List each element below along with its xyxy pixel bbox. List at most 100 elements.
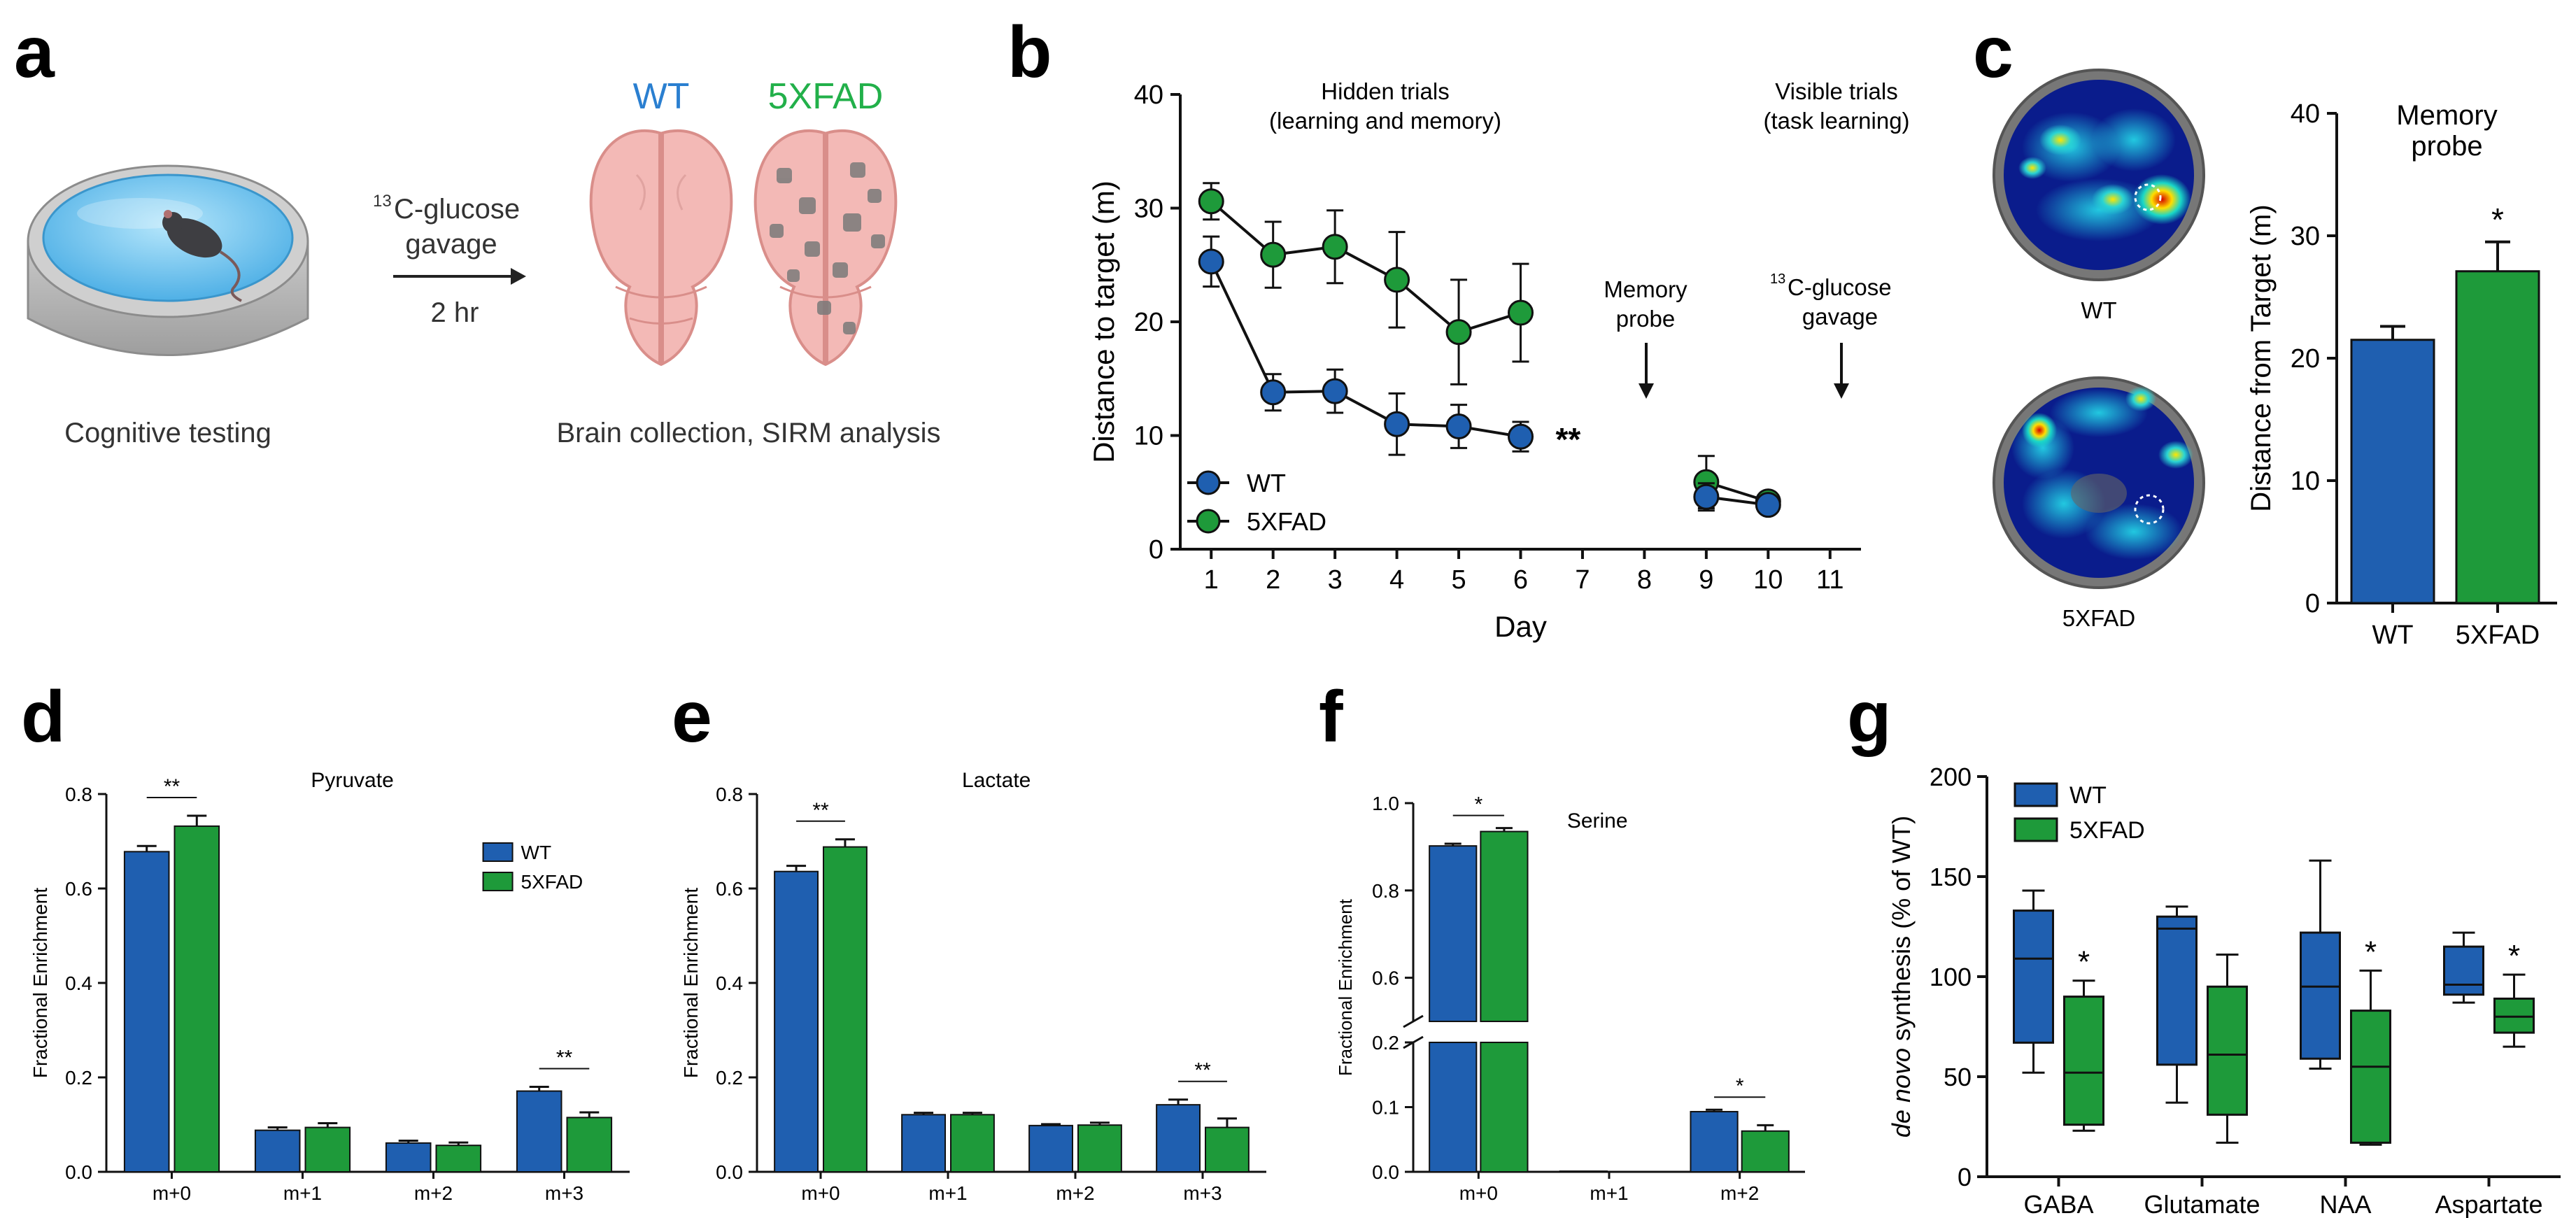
- x-tick-label: m+0: [801, 1182, 840, 1204]
- y-tick-label: 0.6: [65, 878, 92, 900]
- y-tick-label: 0: [2305, 589, 2320, 618]
- panel-f: f 0.6 0.8 1.0 0.0 0.1 0.2 Fractional Enrichmen…: [1319, 677, 1805, 1204]
- gavage-label-2: gavage: [1802, 304, 1878, 330]
- y-tick-label: 0.8: [1372, 880, 1399, 902]
- x-tick-label: WT: [2372, 621, 2413, 650]
- bar-wt-m+2: [1690, 1110, 1739, 1173]
- x-tick-label: 10: [1753, 565, 1783, 595]
- point-wt-day-2: [1260, 379, 1287, 406]
- box-wt-glutamate: [2156, 915, 2198, 1066]
- x-tick-label: 5XFAD: [2456, 621, 2540, 650]
- heatmap-wt-label: WT: [2081, 297, 2116, 323]
- y-tick-label: 0.0: [65, 1161, 92, 1183]
- significance-mark: *: [2508, 939, 2520, 973]
- brain-wt-icon: [589, 129, 733, 367]
- arrow-label-line1: C-glucose: [394, 194, 520, 225]
- y-axis-label: Fractional Enrichment: [29, 888, 51, 1079]
- point-wt-day-4: [1384, 411, 1410, 437]
- y-tick-label: 20: [2291, 344, 2320, 374]
- panel-a: a Cognitive testing 13 C-glucose gavage …: [14, 12, 941, 448]
- x-tick-label: m+1: [283, 1182, 322, 1204]
- panel-letter-f: f: [1319, 677, 1343, 758]
- y-tick-label: 40: [1134, 80, 1163, 110]
- brain-5xfad-icon: [753, 129, 898, 367]
- chart-title: Serine: [1567, 809, 1628, 833]
- bar-5xfad-m+0-lower: [1480, 1042, 1529, 1173]
- panel-e: e 0.0 0.2 0.4 0.6 0.8 Fractional Enrichment La…: [672, 677, 1266, 1204]
- x-tick-label: m+0: [1459, 1182, 1498, 1204]
- bar-wt-m+1: [254, 1129, 301, 1173]
- y-tick-label: 0.0: [716, 1161, 743, 1183]
- significance-mark: *: [2078, 945, 2090, 979]
- box-wt-naa: [2300, 931, 2341, 1060]
- gavage-sup: 13: [1770, 271, 1785, 287]
- point-wt-day-10: [1755, 492, 1781, 518]
- legend-marker: [1196, 470, 1221, 495]
- point-wt-day-5: [1445, 413, 1472, 439]
- x-tick-label: 9: [1699, 565, 1713, 595]
- pyruvate-bar-chart: 0.0 0.2 0.4 0.6 0.8 Fractional Enrichment Pyru…: [29, 769, 630, 1204]
- bar-wt-m+2: [385, 1142, 432, 1173]
- point-5xfad-day-6: [1508, 299, 1534, 326]
- x-tick-label: NAA: [2319, 1190, 2371, 1218]
- box-wt-aspartate: [2443, 945, 2484, 996]
- legend-label-wt: WT: [2069, 782, 2107, 809]
- bar-wt-m+1: [1559, 1170, 1608, 1173]
- y-tick-label: 30: [1134, 194, 1163, 224]
- point-wt-day-1: [1198, 248, 1224, 275]
- gavage-label-1: C-glucose: [1788, 274, 1892, 300]
- x-tick-label: 1: [1204, 565, 1219, 595]
- heatmap-5xfad-icon: [1993, 376, 2205, 589]
- x-tick-label: Glutamate: [2144, 1190, 2260, 1218]
- legend-swatch: [482, 872, 514, 891]
- panel-letter-a: a: [14, 12, 55, 93]
- y-axis-label: Distance to target (m): [1087, 180, 1120, 463]
- lactate-bar-chart: 0.0 0.2 0.4 0.6 0.8 Fractional Enrichment Lact…: [680, 769, 1266, 1204]
- box-5xfad-naa: [2350, 1010, 2391, 1144]
- chart-title-line1: Memory: [2396, 100, 2497, 131]
- legend-label-5xfad: 5XFAD: [2069, 817, 2145, 844]
- header-hidden-1: Hidden trials: [1321, 78, 1449, 104]
- axis-break-mark: [1403, 1014, 1424, 1028]
- x-tick-label: 8: [1637, 565, 1652, 595]
- y-tick-label: 0.8: [65, 784, 92, 805]
- point-wt-day-9: [1693, 483, 1720, 510]
- caption-brain-collection: Brain collection, SIRM analysis: [556, 418, 940, 448]
- arrow-time-label: 2 hr: [431, 297, 479, 328]
- memory-probe-bar-chart: 0 10 20 30 40 Distance from Target (m) Memoryp…: [2246, 99, 2557, 650]
- x-tick-label: Aspartate: [2435, 1190, 2542, 1218]
- y-tick-label: 40: [2291, 99, 2320, 129]
- bar-5xfad-m+1: [304, 1126, 351, 1173]
- bar-wt: [2350, 339, 2435, 604]
- bar-wt-m+0-lower: [1429, 1042, 1478, 1173]
- caption-cognitive-testing: Cognitive testing: [64, 418, 271, 448]
- bar-wt-m+0: [1429, 845, 1478, 1022]
- x-tick-label: 4: [1389, 565, 1404, 595]
- legend-label-5xfad: 5XFAD: [1247, 507, 1326, 536]
- y-tick-label: 0.8: [716, 784, 743, 805]
- box-5xfad-gaba: [2063, 996, 2104, 1126]
- x-tick-label: 7: [1575, 565, 1590, 595]
- y-axis-label: de novo synthesis (% of WT): [1887, 816, 1916, 1138]
- probe-arrow-icon: [1639, 343, 1654, 399]
- y-tick-label: 0.0: [1372, 1161, 1399, 1183]
- water-maze-dish-icon: [27, 164, 309, 356]
- line-5xfad: [1210, 200, 1522, 334]
- bar-5xfad-m+2: [1077, 1124, 1122, 1173]
- y-tick-label: 0.2: [716, 1067, 743, 1089]
- y-tick-label: 100: [1930, 963, 1972, 991]
- significance-mark: **: [164, 775, 181, 798]
- heatmap-wt-icon: [1993, 69, 2205, 281]
- point-wt-day-3: [1322, 378, 1348, 404]
- bar-5xfad-m+3: [566, 1117, 613, 1173]
- y-tick-label: 30: [2291, 222, 2320, 251]
- y-tick-label: 0.6: [716, 878, 743, 900]
- x-tick-label: 2: [1266, 565, 1280, 595]
- arrow-label-sup: 13: [373, 192, 392, 211]
- probe-label-1: Memory: [1604, 276, 1687, 302]
- panel-letter-e: e: [672, 677, 712, 758]
- panel-letter-d: d: [21, 677, 66, 758]
- bar-wt-m+0: [123, 851, 170, 1173]
- significance-mark: *: [1736, 1075, 1744, 1098]
